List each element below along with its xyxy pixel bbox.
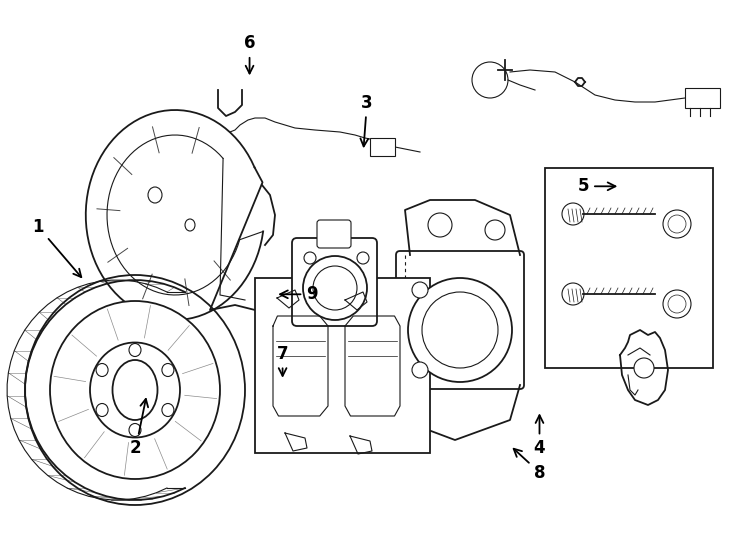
Bar bbox=[370, 138, 395, 156]
Circle shape bbox=[357, 252, 369, 264]
Text: 6: 6 bbox=[244, 34, 255, 73]
Circle shape bbox=[303, 256, 367, 320]
Ellipse shape bbox=[562, 203, 584, 225]
Ellipse shape bbox=[185, 219, 195, 231]
FancyBboxPatch shape bbox=[292, 238, 377, 326]
Ellipse shape bbox=[148, 187, 162, 203]
Circle shape bbox=[412, 362, 428, 378]
Circle shape bbox=[304, 252, 316, 264]
Ellipse shape bbox=[162, 363, 174, 376]
Ellipse shape bbox=[129, 423, 141, 436]
Text: 3: 3 bbox=[360, 93, 373, 146]
FancyBboxPatch shape bbox=[396, 251, 524, 389]
Text: 1: 1 bbox=[32, 218, 81, 277]
Bar bbox=[685, 88, 720, 108]
Bar bbox=[255, 278, 430, 453]
Text: 2: 2 bbox=[130, 399, 148, 457]
Ellipse shape bbox=[562, 283, 584, 305]
Circle shape bbox=[428, 213, 452, 237]
Ellipse shape bbox=[663, 210, 691, 238]
Circle shape bbox=[485, 220, 505, 240]
Circle shape bbox=[412, 282, 428, 298]
Ellipse shape bbox=[96, 363, 108, 376]
Ellipse shape bbox=[663, 290, 691, 318]
Ellipse shape bbox=[162, 403, 174, 416]
Ellipse shape bbox=[112, 360, 158, 420]
Circle shape bbox=[408, 278, 512, 382]
Ellipse shape bbox=[129, 343, 141, 356]
Text: 5: 5 bbox=[578, 177, 615, 195]
Ellipse shape bbox=[96, 403, 108, 416]
Text: 4: 4 bbox=[534, 415, 545, 457]
Bar bbox=[545, 168, 713, 368]
Ellipse shape bbox=[25, 275, 245, 505]
Text: 8: 8 bbox=[514, 449, 545, 482]
Ellipse shape bbox=[50, 301, 220, 479]
Circle shape bbox=[634, 358, 654, 378]
FancyBboxPatch shape bbox=[317, 220, 351, 248]
Ellipse shape bbox=[90, 342, 180, 437]
Text: 9: 9 bbox=[280, 285, 318, 303]
Text: 7: 7 bbox=[277, 345, 288, 376]
